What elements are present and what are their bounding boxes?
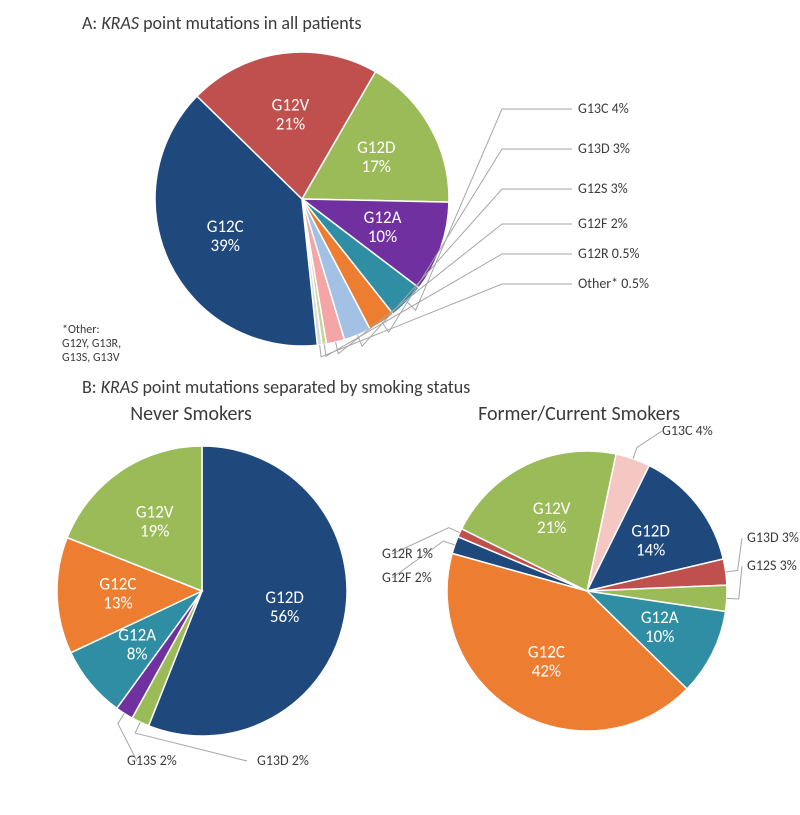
ext-label-g13d: G13D 3% <box>578 140 630 157</box>
panel-a-chart: G12D17% G12A10% G13C 4% G13D 3% G12S 3% G12F … <box>12 34 732 374</box>
panel-b-title-gene: KRAS <box>101 376 139 398</box>
panel-b-subtitles: Never Smokers Former/Current Smokers <box>12 402 788 426</box>
slice-label-g12v: G12V <box>533 498 571 519</box>
panel-b-right-subtitle: Former/Current Smokers <box>370 402 788 426</box>
panel-b-title-rest: point mutations separated by smoking sta… <box>138 376 470 398</box>
leader-g13d <box>726 538 742 572</box>
panel-b-right-chart-host: G13C 4% G12D14% G13D 3% G12S 3% G12A10% G12C4… <box>372 426 800 786</box>
panel-a-title-rest: point mutations in all patients <box>139 12 362 34</box>
slice-pct-g12d: 56% <box>270 606 299 627</box>
slice-pct-g12v: 21% <box>537 517 566 538</box>
slice-pct-g12d: 17% <box>362 156 391 177</box>
panel-a-title-gene: KRAS <box>101 12 139 34</box>
slice-label-g12c: G12C <box>99 574 136 595</box>
ext-label-g13c: G13C 4% <box>662 426 713 439</box>
panel-b-left-chart-host: G12D56% G13D 2% G13S 2% G12A8% G12C13% G12V19… <box>12 426 372 786</box>
ext-label-g12r: G12R 0.5% <box>578 245 640 262</box>
slice-label-g12v: G12V <box>136 501 174 522</box>
ext-label-g12f: G12F 2% <box>382 569 432 586</box>
slice-pct-g12d: 14% <box>636 540 665 561</box>
slice-pct-g12c: 39% <box>211 235 240 256</box>
slice-pct-g12a: 10% <box>368 226 397 247</box>
panel-a-chart-host: G12D17% G12A10% G13C 4% G13D 3% G12S 3% G12F … <box>12 34 788 374</box>
panel-a: A: KRAS point mutations in all patients … <box>12 12 788 374</box>
slice-pct-g12c: 42% <box>532 660 561 681</box>
panel-b-title-prefix: B: <box>82 376 101 398</box>
ext-label-g12s: G12S 3% <box>578 180 628 197</box>
ext-label-g12r: G12R 1% <box>382 545 433 562</box>
panel-b: B: KRAS point mutations separated by smo… <box>12 376 788 786</box>
panel-b-left-subtitle: Never Smokers <box>12 402 370 426</box>
ext-label-g12s: G12S 3% <box>747 557 797 574</box>
slice-label-g12c: G12C <box>528 641 565 662</box>
slice-label-g12d: G12D <box>357 137 395 158</box>
slice-label-g12a: G12A <box>641 607 679 628</box>
leader-g13c <box>633 431 662 459</box>
slice-label-g12v: G12V <box>272 95 310 116</box>
panel-a-footnote: *Other:G12Y, G13R,G13S, G13V <box>62 324 121 365</box>
slice-label-g12d: G12D <box>265 587 303 608</box>
slice-pct-g12a: 10% <box>645 626 674 647</box>
slice-label-g12d: G12D <box>631 521 669 542</box>
panel-a-title-prefix: A: <box>82 12 101 34</box>
ext-label-g13c: G13C 4% <box>578 100 629 117</box>
panel-b-title: B: KRAS point mutations separated by smo… <box>82 376 788 398</box>
ext-label-g12f: G12F 2% <box>578 215 628 232</box>
slice-pct-g12v: 19% <box>140 520 169 541</box>
panel-b-charts-row: G12D56%G13D 2%G13S 2%G12A8%G12C13%G12V19… <box>12 426 788 786</box>
ext-label-g13d: G13D 3% <box>747 529 799 546</box>
slice-label-g12a: G12A <box>364 207 402 228</box>
slice-pct-g12v: 21% <box>276 114 305 135</box>
ext-label-g13s: G13S 2% <box>127 752 177 769</box>
slice-label-g12c: G12C <box>207 216 244 237</box>
panel-b-left-chart: G12D56% G13D 2% G13S 2% G12A8% G12C13% G12V19… <box>12 426 372 786</box>
ext-label-g13d: G13D 2% <box>257 752 309 769</box>
panel-a-title: A: KRAS point mutations in all patients <box>82 12 788 34</box>
slice-label-g12a: G12A <box>118 625 156 646</box>
panel-b-right-chart: G13C 4% G12D14% G13D 3% G12S 3% G12A10% G12C4… <box>372 426 800 786</box>
slice-pct-g12c: 13% <box>103 593 132 614</box>
ext-label-other: Other* 0.5% <box>578 275 649 292</box>
slice-pct-g12a: 8% <box>127 644 148 665</box>
